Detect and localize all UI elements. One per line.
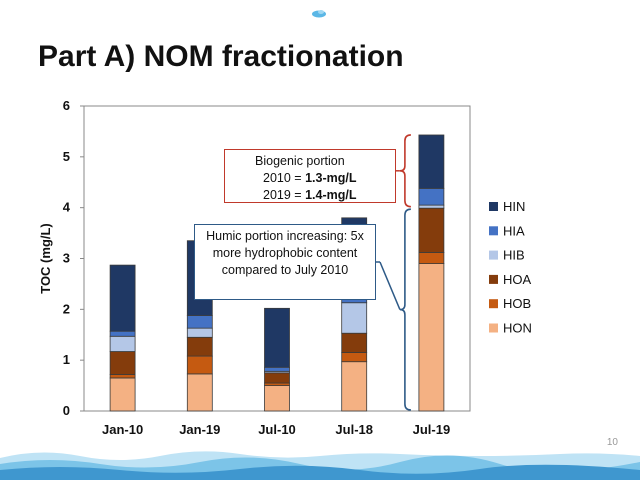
bar-segment-hon [186, 373, 213, 412]
bar-segment-hin [264, 307, 290, 368]
bar-segment-hob [109, 373, 136, 379]
legend-label-hia: HIA [503, 223, 525, 238]
bar-segment-hia [109, 330, 136, 337]
legend-label-hob: HOB [503, 296, 531, 311]
bar-segment-hon [264, 385, 290, 412]
bar-segment-hib [186, 327, 213, 338]
legend-label-hon: HON [503, 321, 532, 336]
bar-segment-hin [418, 134, 445, 189]
bar-segment-hoa [341, 332, 368, 353]
biogenic-callout-title: Biogenic portion [255, 154, 345, 168]
bar-segment-hib [109, 335, 136, 352]
legend-label-hib: HIB [503, 248, 525, 263]
biogenic-callout: Biogenic portion 2010 = 1.3-mg/L 2019 = … [224, 149, 396, 203]
water-drop-logo-icon [312, 10, 326, 18]
biogenic-bracket [399, 134, 411, 208]
biogenic-2019-line: 2019 = 1.4-mg/L [263, 187, 357, 202]
y-tick-label: 5 [63, 149, 70, 164]
bar-segment-hob [418, 251, 445, 264]
x-tick-label: Jan-10 [102, 422, 143, 437]
bar-segment-hon [109, 377, 136, 412]
legend-swatch-hib [489, 250, 498, 260]
legend-swatch-hon [489, 323, 498, 333]
y-tick-label: 1 [63, 352, 70, 367]
humic-connector-line-2 [379, 261, 401, 310]
bar-segment-hoa [264, 372, 290, 384]
y-tick-label: 6 [63, 98, 70, 113]
page-number: 10 [606, 437, 618, 448]
bar-segment-hob [341, 352, 368, 363]
bar-segment-hoa [418, 207, 445, 253]
bar-segment-hon [341, 361, 368, 412]
y-axis-label: TOC (mg/L) [38, 223, 53, 294]
x-tick-label: Jan-19 [179, 422, 220, 437]
legend-swatch-hob [489, 299, 498, 309]
legend-swatch-hia [489, 226, 498, 236]
y-tick-label: 2 [63, 301, 70, 316]
y-tick-label: 4 [63, 200, 71, 215]
legend-label-hin: HIN [503, 199, 525, 214]
x-tick-label: Jul-10 [258, 422, 296, 437]
slide-title: Part A) NOM fractionation [38, 40, 404, 73]
bar-segment-hon [418, 263, 445, 412]
bar-segment-hia [418, 187, 445, 206]
y-tick-label: 3 [63, 251, 70, 266]
x-tick-label: Jul-19 [413, 422, 451, 437]
humic-callout: Humic portion increasing: 5x more hydrop… [194, 224, 376, 300]
bar-segment-hib [341, 302, 368, 334]
bar-segment-hoa [186, 336, 213, 357]
humic-bracket [399, 208, 411, 411]
water-wave-footer-icon [0, 451, 640, 480]
y-tick-label: 0 [63, 403, 70, 418]
legend-swatch-hin [489, 202, 498, 211]
bar-segment-hib [418, 204, 445, 209]
legend-swatch-hoa [489, 274, 498, 284]
bar-segment-hoa [109, 351, 136, 375]
bar-segment-hin [109, 264, 136, 332]
biogenic-2010-line: 2010 = 1.3-mg/L [263, 170, 357, 185]
x-tick-label: Jul-18 [335, 422, 373, 437]
bar-segment-hia [264, 366, 290, 372]
legend-label-hoa: HOA [503, 272, 532, 287]
bar-segment-hia [186, 315, 213, 329]
bar-segment-hob [186, 355, 213, 375]
